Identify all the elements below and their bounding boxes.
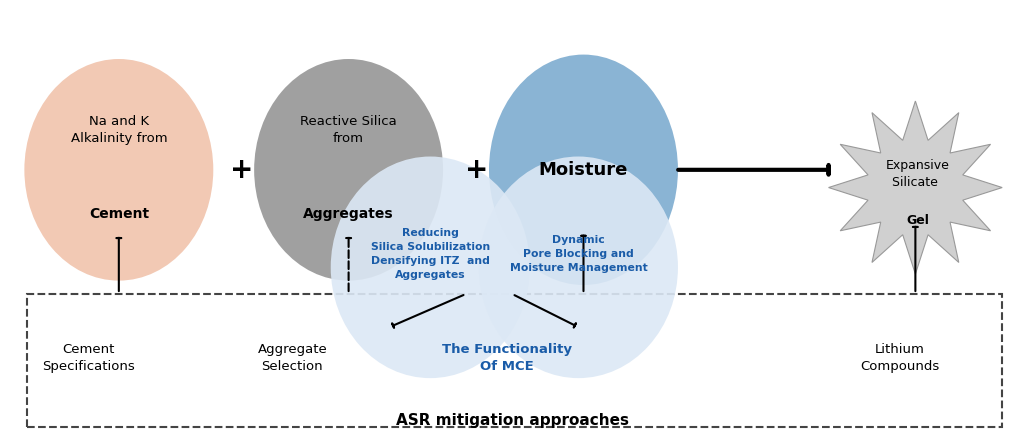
Text: The Functionality
Of MCE: The Functionality Of MCE bbox=[442, 343, 571, 373]
Polygon shape bbox=[828, 101, 1002, 274]
Text: +: + bbox=[465, 156, 488, 184]
Text: +: + bbox=[229, 156, 253, 184]
Ellipse shape bbox=[254, 59, 443, 281]
Text: Reducing
Silica Solubilization
Densifying ITZ  and
Aggregates: Reducing Silica Solubilization Densifyin… bbox=[371, 228, 489, 280]
Text: Cement: Cement bbox=[89, 207, 148, 221]
Text: Lithium
Compounds: Lithium Compounds bbox=[860, 343, 940, 373]
Text: Cement
Specifications: Cement Specifications bbox=[42, 343, 134, 373]
Ellipse shape bbox=[331, 157, 529, 378]
Text: Gel: Gel bbox=[906, 214, 929, 227]
Text: Aggregate
Selection: Aggregate Selection bbox=[258, 343, 328, 373]
Ellipse shape bbox=[489, 54, 678, 285]
Text: Dynamic
Pore Blocking and
Moisture Management: Dynamic Pore Blocking and Moisture Manag… bbox=[510, 235, 647, 273]
Text: Reactive Silica
from: Reactive Silica from bbox=[300, 115, 397, 145]
Text: Aggregates: Aggregates bbox=[303, 207, 394, 221]
Text: Expansive
Silicate: Expansive Silicate bbox=[886, 159, 949, 189]
Ellipse shape bbox=[25, 59, 213, 281]
FancyBboxPatch shape bbox=[27, 294, 1002, 427]
Text: Na and K
Alkalinity from: Na and K Alkalinity from bbox=[71, 115, 167, 145]
Text: ASR mitigation approaches: ASR mitigation approaches bbox=[395, 413, 629, 428]
Text: Moisture: Moisture bbox=[539, 161, 628, 179]
Ellipse shape bbox=[479, 157, 678, 378]
